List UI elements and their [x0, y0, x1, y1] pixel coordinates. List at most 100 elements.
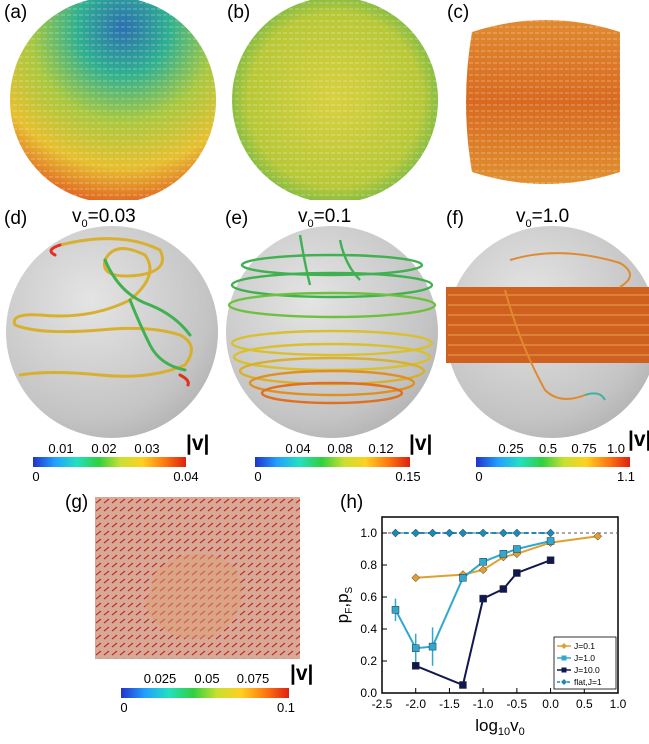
data-point	[459, 681, 467, 689]
chart-h: -2.5 -2.0 -1.5 -1.0 -0.5 0.0 0.5 1.0 0.0 0.2 0.4 0.…	[333, 516, 627, 738]
velocity-title-f: v0=1.0	[516, 206, 570, 230]
data-point	[445, 528, 454, 538]
x-tick-label: -1.0	[473, 697, 494, 711]
colorbar-d-min: 0	[32, 469, 40, 484]
legend-marker	[561, 679, 567, 685]
panel-label-c: (c)	[447, 2, 470, 23]
legend-marker	[561, 643, 567, 649]
y-tick-label: 1.0	[360, 526, 377, 540]
colorbar-e-tick-3: 0.12	[368, 441, 394, 456]
data-point	[428, 528, 437, 538]
data-point	[478, 528, 488, 538]
data-point	[546, 537, 555, 545]
data-point	[499, 550, 508, 558]
colorbar-d-title: |v|	[186, 432, 210, 455]
colorbar-g-tick-2: 0.05	[194, 671, 220, 686]
panel-label-f: (f)	[446, 208, 464, 229]
data-point	[459, 574, 467, 582]
colorbar-e-title: |v|	[409, 432, 433, 455]
data-point	[391, 528, 400, 538]
colorbar-e-min: 0	[254, 469, 262, 484]
colorbar-g-tick-3: 0.075	[236, 671, 270, 686]
panel-label-g: (g)	[65, 492, 89, 513]
y-tick-label: 0.0	[360, 686, 377, 700]
colorbar-g-min: 0	[120, 700, 128, 715]
sphere-d	[6, 226, 218, 438]
colorbar-f-title: |v|	[628, 428, 649, 451]
y-tick-label: 0.2	[360, 654, 377, 668]
data-point	[411, 528, 421, 538]
legend-label: J=1.0	[574, 653, 595, 663]
x-tick-label: -0.5	[507, 697, 528, 711]
panel-label-b: (b)	[227, 2, 251, 23]
legend-marker	[561, 655, 567, 661]
velocity-title-e: v0=0.1	[298, 206, 352, 230]
colorbar-e-tick-1: 0.04	[285, 441, 311, 456]
colorbar-d-tick-3: 0.03	[134, 441, 160, 456]
legend-label: J=10.0	[574, 665, 600, 675]
data-point	[513, 545, 521, 553]
panel-label-e: (e)	[225, 208, 249, 229]
x-tick-label: 1.0	[610, 697, 627, 711]
data-point	[512, 528, 522, 538]
series-line	[394, 540, 551, 650]
colorbar-e	[255, 457, 410, 467]
colorbar-e-tick-2: 0.08	[327, 441, 353, 456]
legend-label: J=0.1	[574, 641, 595, 651]
data-point	[546, 556, 555, 564]
plot-frame	[381, 516, 619, 694]
data-point	[479, 558, 487, 566]
x-tick-label: -1.5	[439, 697, 460, 711]
top-row-spheres	[10, 0, 620, 200]
panel-label-h: (h)	[340, 492, 364, 513]
data-point	[411, 662, 420, 670]
colorbar-g-title: |v|	[290, 662, 314, 685]
colorbar-d-max: 0.04	[173, 469, 199, 484]
x-tick-label: 0.0	[542, 697, 559, 711]
trajectory-e	[227, 234, 437, 405]
flat-field-g	[95, 497, 300, 659]
x-axis-label: log10v0	[475, 716, 525, 738]
data-point	[411, 644, 420, 652]
data-point	[411, 573, 421, 583]
colorbar-f-tick-3: 0.75	[571, 441, 597, 456]
y-tick-label: 0.6	[360, 590, 377, 604]
colorbar-f-min: 0	[475, 469, 483, 484]
colorbar-d-tick-2: 0.02	[91, 441, 117, 456]
legend-label: flat,J=1	[574, 677, 602, 687]
colorbar-d	[33, 457, 186, 467]
colorbar-e-max: 0.15	[395, 469, 421, 484]
y-tick-label: 0.8	[360, 558, 377, 572]
colorbar-f-max: 1.1	[616, 469, 636, 484]
trajectory-d	[12, 237, 193, 387]
data-point	[428, 642, 437, 651]
colorbar-f	[476, 457, 630, 467]
velocity-title-d: v0=0.03	[72, 206, 136, 230]
colorbar-d-tick-1: 0.01	[48, 441, 74, 456]
panel-label-d: (d)	[4, 208, 28, 229]
colorbar-g-tick-1: 0.025	[143, 671, 177, 686]
x-tick-label: 0.5	[576, 697, 593, 711]
colorbar-g	[121, 688, 289, 698]
data-point	[479, 594, 487, 603]
y-axis-label: pF,pS	[333, 586, 355, 623]
colorbar-f-tick-1: 0.25	[498, 441, 524, 456]
data-point	[391, 606, 400, 614]
data-point	[546, 528, 555, 538]
data-point	[499, 585, 508, 593]
x-tick-label: -2.5	[372, 697, 393, 711]
data-point	[458, 528, 468, 538]
x-tick-label: -2.0	[405, 697, 426, 711]
data-point	[513, 569, 521, 577]
colorbar-f-tick-2: 0.5	[538, 441, 558, 456]
series-line	[415, 559, 551, 687]
data-point	[593, 531, 603, 541]
y-tick-label: 0.4	[360, 622, 377, 636]
colorbar-g-max: 0.1	[276, 700, 296, 715]
data-point	[478, 565, 488, 575]
colorbar-f-tick-4: 1.0	[606, 441, 626, 456]
legend-marker	[561, 667, 567, 673]
middle-row-spheres	[6, 226, 649, 438]
panel-label-a: (a)	[4, 2, 28, 23]
data-point	[499, 528, 508, 538]
